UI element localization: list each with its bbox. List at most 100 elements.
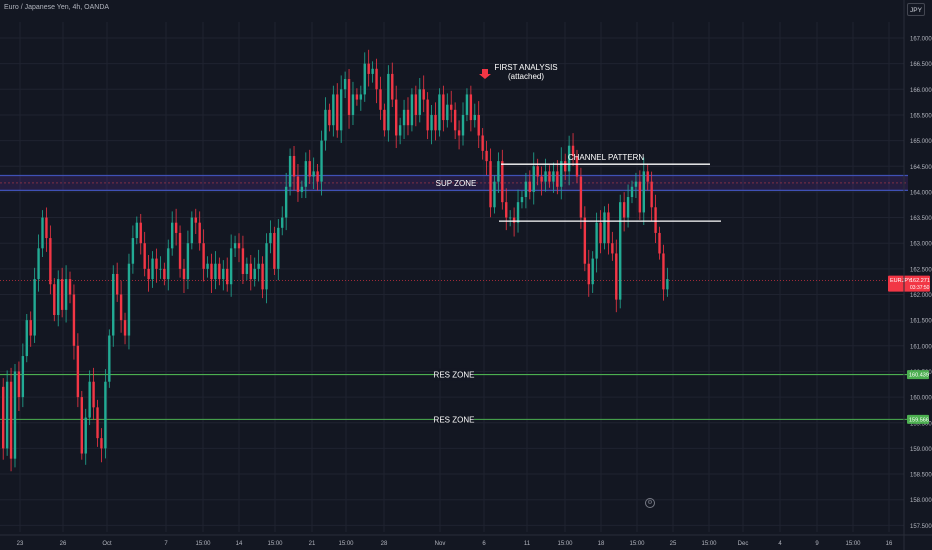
candle-body xyxy=(336,94,339,131)
candle-body xyxy=(57,279,60,316)
candle-body xyxy=(229,248,233,285)
candle-body xyxy=(422,89,425,100)
x-tick-label: Nov xyxy=(435,541,446,547)
candle-body xyxy=(182,268,186,280)
candle-body xyxy=(155,258,158,269)
symbol-title: Euro / Japanese Yen, 4h, OANDA xyxy=(4,4,110,11)
y-tick-label: 166.500 xyxy=(910,62,932,68)
candle-body xyxy=(108,335,111,382)
candle-body xyxy=(387,73,390,131)
x-tick-label: 7 xyxy=(164,541,168,547)
x-tick-label: 18 xyxy=(598,541,605,547)
y-tick-label: 166.000 xyxy=(910,88,932,94)
x-tick-label: 26 xyxy=(60,541,67,547)
candle-body xyxy=(17,371,21,398)
candle-body xyxy=(375,68,378,90)
candle-body xyxy=(434,114,437,131)
candle-body xyxy=(151,258,154,280)
candle-body xyxy=(658,232,661,254)
y-tick-label: 165.500 xyxy=(910,113,932,119)
y-tick-label: 158.500 xyxy=(910,473,932,479)
candle-body xyxy=(450,104,453,110)
candle-body xyxy=(241,248,245,274)
candle-body xyxy=(642,171,645,213)
candle-body xyxy=(398,125,402,136)
candle-body xyxy=(96,407,99,439)
first-analysis-sublabel: (attached) xyxy=(508,72,544,81)
y-tick-label: 164.500 xyxy=(910,165,932,171)
candle-body xyxy=(603,212,606,244)
candle-body xyxy=(402,109,406,126)
settings-icon[interactable]: ⚙ xyxy=(645,498,655,508)
candle-body xyxy=(253,268,256,280)
candle-body xyxy=(104,381,107,449)
candle-body xyxy=(516,202,520,223)
x-tick-label: 15:00 xyxy=(195,541,211,547)
candle-body xyxy=(571,145,575,156)
res-zone-label: RES ZONE xyxy=(434,415,475,424)
candle-body xyxy=(339,89,343,131)
candle-body xyxy=(284,186,288,218)
candle-body xyxy=(72,294,76,346)
y-tick-label: 164.000 xyxy=(910,190,932,196)
candle-body xyxy=(563,161,567,172)
candle-body xyxy=(599,222,602,244)
x-tick-label: 9 xyxy=(815,541,819,547)
candle-body xyxy=(379,89,382,110)
candle-body xyxy=(619,202,622,300)
candle-body xyxy=(654,207,657,233)
candle-body xyxy=(391,73,394,100)
candle-body xyxy=(438,94,441,131)
candle-body xyxy=(33,279,36,336)
candle-body xyxy=(343,79,347,90)
candle-body xyxy=(355,94,359,100)
channel-pattern-label: CHANNEL PATTERN xyxy=(568,153,645,162)
candle-body xyxy=(607,212,610,244)
price-badge-symbol: EURJPY xyxy=(890,278,912,284)
candle-body xyxy=(332,94,335,126)
candle-body xyxy=(296,176,300,192)
candle-body xyxy=(288,155,292,187)
candle-body xyxy=(206,263,209,269)
currency-button[interactable]: JPY xyxy=(907,3,925,16)
candle-body xyxy=(210,263,213,280)
candle-body xyxy=(202,243,205,269)
candle-body xyxy=(442,94,445,121)
candle-body xyxy=(473,114,476,121)
candle-body xyxy=(281,217,284,228)
candle-body xyxy=(100,438,103,449)
candle-body xyxy=(583,217,587,264)
candle-body xyxy=(2,386,5,449)
candle-body xyxy=(112,273,115,336)
candle-body xyxy=(226,268,229,285)
candle-body xyxy=(76,345,80,398)
x-tick-label: 15:00 xyxy=(267,541,283,547)
res-zone-label-bg xyxy=(434,368,474,381)
candle-body xyxy=(560,161,563,187)
down-arrow-icon xyxy=(479,69,491,79)
x-tick-label: 15:00 xyxy=(845,541,861,547)
candle-body xyxy=(119,294,123,321)
candle-body xyxy=(13,371,17,459)
candle-body xyxy=(457,130,461,136)
x-tick-label: Oct xyxy=(102,541,112,547)
candle-body xyxy=(524,181,528,198)
candle-body xyxy=(9,381,13,459)
candle-body xyxy=(29,320,32,336)
y-tick-label: 161.500 xyxy=(910,319,932,325)
candle-body xyxy=(37,248,40,280)
candle-body xyxy=(662,253,665,290)
candle-body xyxy=(186,243,190,280)
candle-body xyxy=(567,145,571,172)
candle-body xyxy=(646,171,649,182)
y-tick-label: 165.000 xyxy=(910,139,932,145)
candle-body xyxy=(469,94,473,121)
candle-body xyxy=(324,109,327,141)
candle-body xyxy=(461,114,465,136)
candle-body xyxy=(127,263,131,336)
candle-body xyxy=(41,217,44,249)
candle-body xyxy=(489,161,492,208)
y-tick-label: 157.500 xyxy=(910,524,932,530)
candle-body xyxy=(88,381,91,418)
